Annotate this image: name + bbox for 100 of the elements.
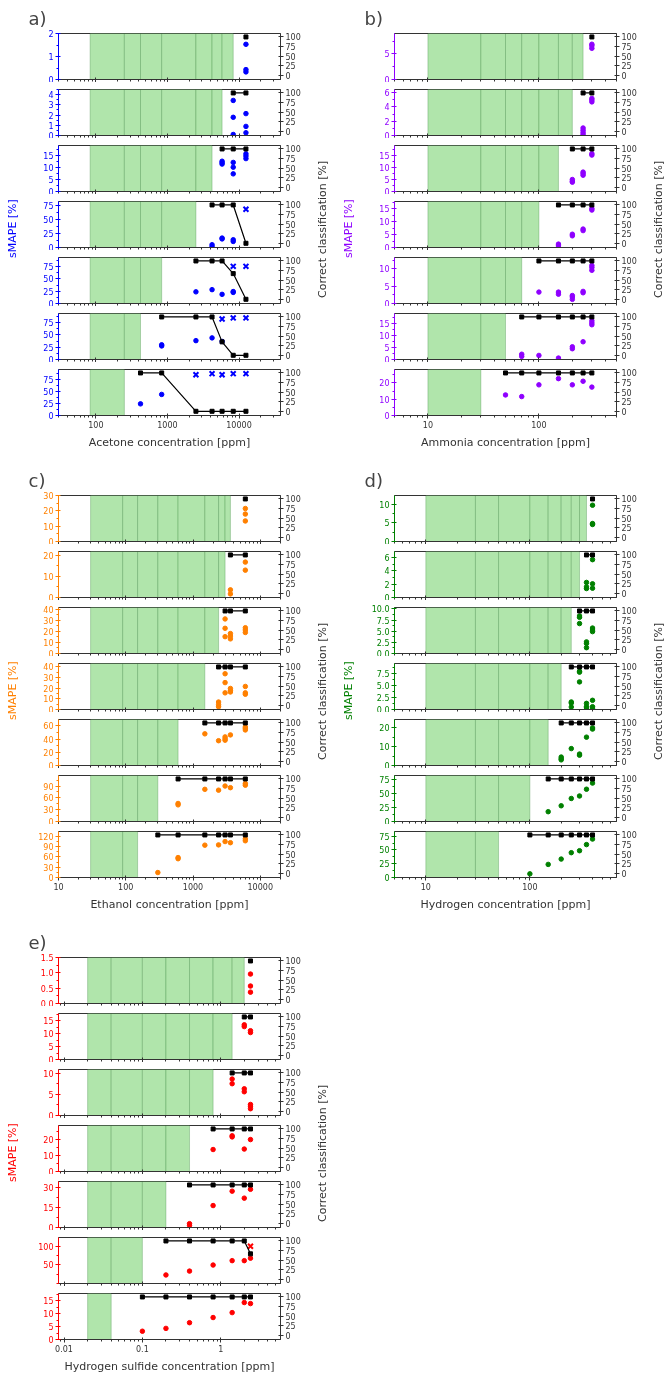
y2-tick-label: 50 (285, 108, 296, 118)
y2-axis-title: Correct classification [%] (651, 622, 666, 760)
y2-tick-label: 50 (285, 220, 296, 230)
y2-tick-label: 50 (621, 570, 632, 580)
point (230, 114, 236, 121)
y-tick-label: 100 (38, 1242, 54, 1252)
point (576, 620, 583, 627)
point (219, 258, 225, 264)
y-tick-label: 2.5 (376, 638, 390, 648)
y2-tick-label: 100 (285, 257, 301, 267)
y2-tick-label: 100 (285, 33, 301, 43)
y-tick-label: 5 (384, 344, 390, 354)
y2-tick-label: 25 (285, 230, 296, 240)
y2-tick-label: 75 (285, 1023, 296, 1033)
y-tick-label: 0 (48, 1223, 54, 1233)
chart-title: d) (364, 469, 383, 491)
y-tick-label: 10 (43, 1152, 54, 1162)
y2-tick-label: 75 (285, 841, 296, 851)
y-tick-label: 0 (384, 412, 390, 421)
y2-tick-label: 25 (285, 636, 296, 646)
y2-tick-label: 25 (285, 986, 296, 996)
y2-tick-label: 100 (285, 369, 301, 379)
y-tick-label: 10 (379, 332, 390, 342)
y-tick-label: 10 (379, 218, 390, 228)
chart-title: c) (28, 469, 46, 491)
y2-tick-label: 25 (621, 62, 632, 72)
y-tick-label: 10 (43, 1069, 54, 1079)
y2-tick-label: 75 (285, 1303, 296, 1313)
y-tick-label: 0 (384, 355, 390, 365)
y-tick-label: 0 (48, 1336, 54, 1345)
y2-tick-label: 75 (621, 267, 632, 277)
y2-tick-label: 25 (621, 636, 632, 646)
y-tick-label: 120 (38, 832, 54, 842)
y2-tick-label: 100 (285, 831, 301, 841)
point (583, 579, 590, 586)
y2-tick-label: 50 (285, 626, 296, 636)
y2-tick-label: 50 (621, 682, 632, 692)
y-tick-label: 0 (384, 537, 390, 547)
x-tick-label: 0.01 (55, 1344, 73, 1354)
y2-tick-label: 100 (621, 313, 637, 323)
y-tick-label: 20 (379, 379, 390, 389)
point (242, 511, 249, 517)
y-tick-label: 50 (43, 1261, 54, 1271)
y2-tick-label: 50 (285, 388, 296, 398)
y2-tick-label: 50 (621, 738, 632, 748)
y-tick-label: 60 (43, 794, 54, 804)
y2-tick-label: 50 (621, 850, 632, 860)
y-tick-label: 0 (48, 1111, 54, 1121)
y-tick-label: 1 (48, 121, 54, 131)
y-tick-label: 0 (384, 874, 390, 883)
chart-title: e) (28, 931, 47, 953)
y2-tick-label: 75 (621, 43, 632, 53)
y2-tick-label: 75 (285, 1079, 296, 1089)
y-tick-label: 30 (43, 806, 54, 816)
y2-tick-label: 75 (285, 155, 296, 165)
point (243, 41, 249, 48)
y2-tick-label: 50 (621, 108, 632, 118)
y-tick-label: 0 (48, 649, 54, 659)
y2-tick-label: 50 (285, 1088, 296, 1098)
y-tick-label: 50 (43, 388, 54, 398)
y2-tick-label: 75 (285, 785, 296, 795)
y-tick-label: 10 (43, 522, 54, 532)
y2-tick-label: 50 (285, 332, 296, 342)
y-tick-label: 10 (43, 572, 54, 582)
y2-tick-label: 0 (621, 407, 627, 417)
point (589, 697, 596, 704)
y2-tick-label: 75 (621, 673, 632, 683)
y-tick-label: 0 (48, 1167, 54, 1177)
y2-tick-label: 0 (285, 407, 291, 417)
y2-tick-label: 25 (621, 804, 632, 814)
y-tick-label: 15 (379, 152, 390, 162)
y-tick-label: 0.0 (376, 649, 390, 659)
y2-tick-label: 75 (621, 841, 632, 851)
y-tick-label: 20 (43, 551, 54, 561)
y2-axis-title: Correct classification [%] (651, 160, 666, 298)
y2-tick-label: 100 (285, 957, 301, 967)
y-axis-title: sMAPE [%] (5, 661, 20, 721)
y2-tick-label: 0 (621, 869, 627, 879)
y2-tick-label: 75 (285, 1135, 296, 1145)
y-tick-label: 25 (43, 230, 54, 240)
y-tick-label: 2 (384, 580, 390, 590)
y2-tick-label: 0 (621, 127, 627, 137)
y-tick-label: 25 (379, 860, 390, 870)
y-tick-label: 0 (48, 1055, 54, 1065)
y2-tick-label: 50 (621, 332, 632, 342)
y2-tick-label: 75 (621, 99, 632, 109)
y-tick-label: 1 (48, 53, 54, 62)
y-tick-label: 0 (384, 593, 390, 603)
y-tick-label: 10 (379, 743, 390, 753)
y2-tick-label: 100 (621, 369, 637, 379)
point (242, 683, 249, 690)
y2-tick-label: 0 (621, 295, 627, 305)
y2-tick-label: 50 (285, 570, 296, 580)
y2-tick-label: 0 (285, 1107, 291, 1117)
point (209, 286, 215, 293)
y2-tick-label: 100 (285, 719, 301, 729)
y2-tick-label: 75 (285, 561, 296, 571)
y2-tick-label: 100 (621, 495, 637, 505)
point (230, 352, 236, 358)
y-tick-label: 0 (384, 75, 390, 85)
